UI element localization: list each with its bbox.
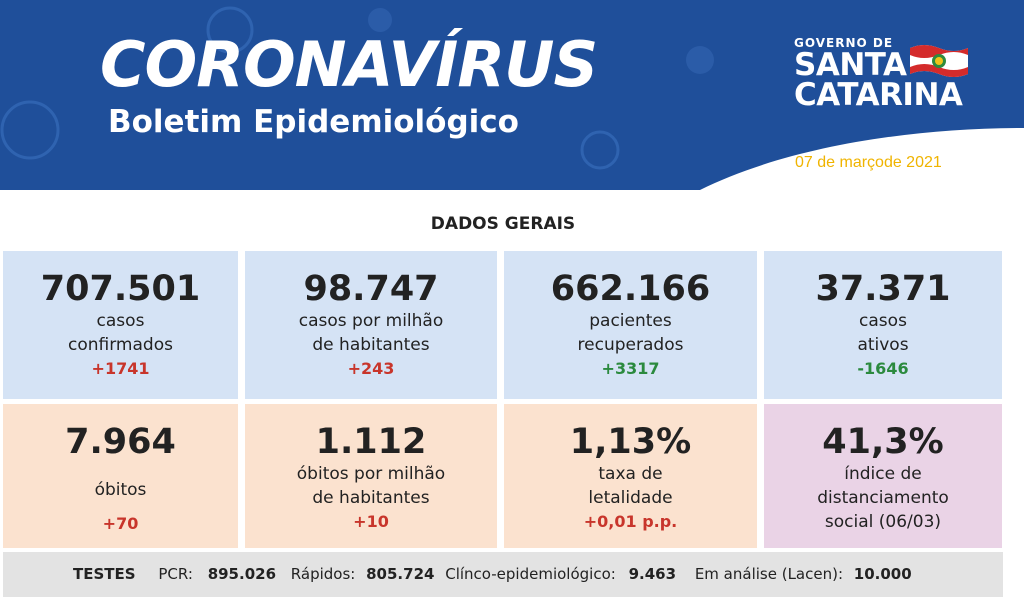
card-delta: -1646 xyxy=(857,359,909,378)
lacen-value: 10.000 xyxy=(853,565,912,583)
card-delta: +0,01 p.p. xyxy=(583,512,678,531)
card-recovered: 662.166 pacientes recuperados +3317 xyxy=(504,251,757,399)
card-value: 1.112 xyxy=(315,422,427,462)
card-label: de habitantes xyxy=(312,488,430,508)
card-label: de habitantes xyxy=(312,335,430,355)
government-logo: GOVERNO DE SANTA CATARINA xyxy=(794,36,963,113)
card-label: óbitos xyxy=(94,480,147,500)
card-confirmed-cases: 707.501 casos confirmados +1741 xyxy=(3,251,238,399)
card-label: casos xyxy=(859,311,907,331)
rapid-tests-label: Rápidos: xyxy=(290,565,356,583)
tests-footer: TESTES PCR: 895.026 Rápidos: 805.724 Clí… xyxy=(3,552,1003,597)
card-delta: +10 xyxy=(353,512,389,531)
header-banner: CORONAVÍRUS Boletim Epidemiológico GOVER… xyxy=(0,0,1024,190)
card-cases-per-million: 98.747 casos por milhão de habitantes +2… xyxy=(245,251,497,399)
card-value: 41,3% xyxy=(822,422,944,462)
banner-background xyxy=(0,0,1024,190)
clinical-value: 9.463 xyxy=(628,565,677,583)
card-label: casos xyxy=(96,311,145,331)
pcr-label: PCR: xyxy=(158,565,193,583)
card-value: 7.964 xyxy=(65,422,176,462)
lacen-label: Em análise (Lacen): xyxy=(694,565,844,583)
card-delta: +1741 xyxy=(91,359,150,378)
clinical-label: Clínco-epidemiológico: xyxy=(445,565,616,583)
card-label: casos por milhão xyxy=(298,311,444,331)
logo-state-line2: CATARINA xyxy=(794,77,963,113)
page-subtitle: Boletim Epidemiológico xyxy=(108,104,519,140)
card-value: 707.501 xyxy=(40,269,201,309)
card-delta: +3317 xyxy=(601,359,660,378)
card-label: distanciamento xyxy=(817,488,949,508)
card-label: letalidade xyxy=(588,488,673,508)
tests-label: TESTES xyxy=(73,565,136,583)
card-delta: +70 xyxy=(102,514,139,533)
card-label: índice de xyxy=(844,464,922,484)
card-label: confirmados xyxy=(68,335,173,355)
card-label: óbitos por milhão xyxy=(296,464,446,484)
card-value: 98.747 xyxy=(303,269,439,309)
card-value: 1,13% xyxy=(569,422,692,462)
card-label: recuperados xyxy=(577,335,684,355)
card-value: 662.166 xyxy=(550,269,711,309)
rapid-tests-value: 805.724 xyxy=(366,565,435,583)
card-deaths-per-million: 1.112 óbitos por milhão de habitantes +1… xyxy=(245,404,497,548)
bulletin-date: 07 de marçode 2021 xyxy=(795,154,942,171)
section-title: DADOS GERAIS xyxy=(430,214,576,234)
logo-gov-label: GOVERNO DE xyxy=(794,36,894,50)
card-label: pacientes xyxy=(589,311,672,331)
logo-state-line1: SANTA xyxy=(794,47,907,83)
card-active-cases: 37.371 casos ativos -1646 xyxy=(764,251,1002,399)
card-social-distancing: 41,3% índice de distanciamento social (0… xyxy=(764,404,1002,548)
page-title: CORONAVÍRUS xyxy=(100,28,598,101)
card-value: 37.371 xyxy=(815,269,951,309)
card-deaths: 7.964 óbitos +70 xyxy=(3,404,238,548)
pcr-value: 895.026 xyxy=(207,565,277,583)
card-delta: +243 xyxy=(347,359,395,378)
state-flag-icon xyxy=(910,45,968,77)
card-label: social (06/03) xyxy=(824,512,942,532)
card-label: ativos xyxy=(857,335,909,355)
card-lethality-rate: 1,13% taxa de letalidade +0,01 p.p. xyxy=(504,404,757,548)
card-label: taxa de xyxy=(598,464,663,484)
